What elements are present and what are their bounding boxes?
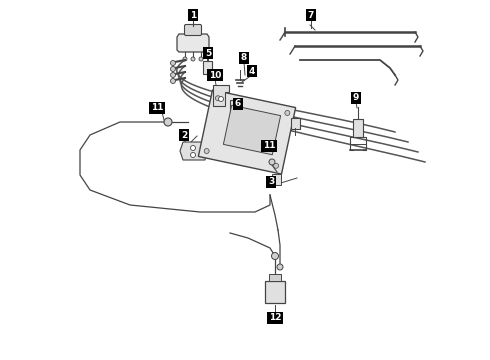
Polygon shape [198, 90, 295, 174]
Text: 11: 11 [263, 141, 275, 150]
Text: 8: 8 [241, 54, 247, 63]
Circle shape [285, 111, 290, 116]
FancyBboxPatch shape [291, 117, 299, 129]
Polygon shape [223, 105, 281, 155]
Text: 7: 7 [308, 10, 314, 19]
Circle shape [271, 252, 278, 260]
Circle shape [164, 118, 172, 126]
Text: 5: 5 [205, 49, 211, 58]
Polygon shape [177, 34, 209, 52]
Text: 11: 11 [151, 104, 163, 112]
Bar [353, 119, 363, 137]
Circle shape [204, 149, 209, 153]
FancyBboxPatch shape [229, 99, 241, 114]
Polygon shape [180, 142, 207, 160]
Circle shape [191, 153, 196, 158]
Text: 3: 3 [268, 177, 274, 186]
Circle shape [199, 57, 203, 61]
Text: 1: 1 [190, 10, 196, 19]
Text: 10: 10 [209, 71, 221, 80]
Bar [269, 274, 281, 281]
Circle shape [277, 264, 283, 270]
Text: 4: 4 [249, 67, 255, 76]
Circle shape [191, 57, 195, 61]
Text: 2: 2 [181, 130, 187, 139]
Circle shape [171, 72, 175, 77]
Circle shape [191, 145, 196, 150]
Circle shape [269, 159, 275, 165]
Circle shape [183, 57, 187, 61]
Circle shape [171, 67, 175, 72]
Bar [265, 281, 285, 303]
FancyBboxPatch shape [271, 174, 280, 184]
Text: 9: 9 [353, 94, 359, 103]
Circle shape [219, 96, 223, 102]
Circle shape [216, 96, 220, 101]
Circle shape [171, 60, 175, 66]
Text: 12: 12 [269, 314, 281, 323]
FancyBboxPatch shape [185, 24, 201, 36]
Polygon shape [213, 85, 229, 106]
Circle shape [171, 78, 175, 84]
Circle shape [273, 163, 279, 168]
Text: 6: 6 [235, 99, 241, 108]
FancyBboxPatch shape [202, 60, 212, 73]
